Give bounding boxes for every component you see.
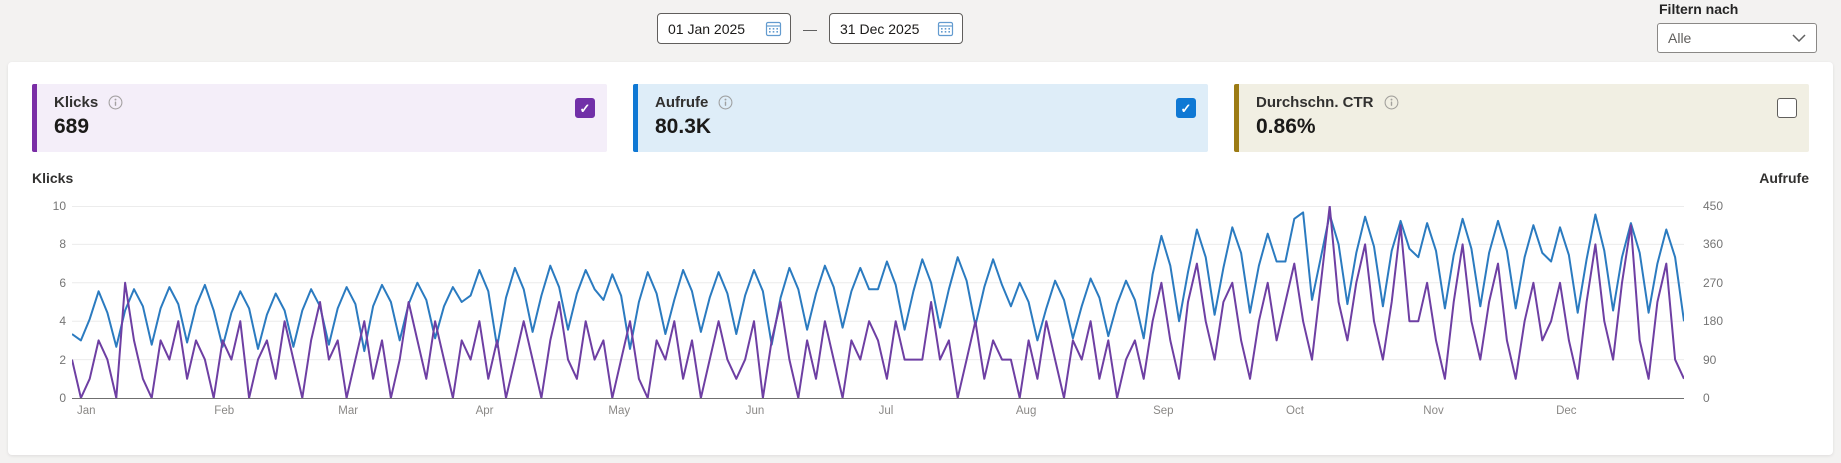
axis-tick-label: 10 (52, 199, 66, 213)
month-label-dec: Dec (1556, 405, 1577, 417)
date-to-input[interactable]: 31 Dec 2025 (829, 13, 963, 44)
left-axis-title: Klicks (32, 170, 74, 186)
left-axis-ticks: 10 8 6 4 2 0 (32, 199, 66, 405)
card-label: Aufrufe (655, 93, 709, 111)
filter-label: Filtern nach (1659, 1, 1739, 17)
axis-tick-label: 270 (1703, 275, 1724, 290)
month-label-mar: Mar (338, 405, 359, 417)
card-label: Klicks (54, 93, 99, 111)
axis-tick-label: 0 (59, 391, 66, 405)
top-bar: 01 Jan 2025 — 31 Dec 2025 (0, 0, 1841, 62)
card-accent-bar (1234, 84, 1239, 152)
date-range-separator: — (803, 20, 817, 37)
month-label-aug: Aug (1015, 405, 1037, 417)
month-label-nov: Nov (1423, 405, 1444, 417)
month-label-may: May (608, 405, 631, 417)
checkmark-icon: ✓ (1180, 100, 1192, 116)
card-label: Durchschn. CTR (1256, 93, 1374, 111)
card-value: 80.3K (655, 115, 712, 138)
month-label-jan: Jan (77, 405, 96, 417)
metric-card-klicks[interactable]: Klicks 689 ✓ (32, 84, 607, 152)
calendar-icon[interactable] (765, 20, 782, 37)
info-icon[interactable] (718, 95, 733, 110)
axis-tick-label: 0 (1703, 391, 1710, 405)
card-accent-bar (32, 84, 37, 152)
axis-tick-label: 4 (59, 314, 66, 329)
card-value: 689 (54, 115, 90, 138)
card-value: 0.86% (1256, 115, 1316, 138)
klicks-checkbox[interactable]: ✓ (575, 98, 595, 118)
month-label-jul: Jul (878, 405, 894, 417)
x-axis-month-labels: Jan Feb Mar Apr May Jun Jul Aug Sep Oct Nov Dec (72, 403, 1684, 423)
axis-tick-label: 450 (1703, 199, 1724, 213)
date-from-value: 01 Jan 2025 (668, 20, 746, 37)
filter-selected-value: Alle (1668, 30, 1692, 46)
month-label-oct: Oct (1286, 405, 1304, 417)
aufrufe-checkbox[interactable]: ✓ (1176, 98, 1196, 118)
month-label-apr: Apr (475, 405, 494, 417)
info-icon[interactable] (108, 95, 123, 110)
metric-cards: Klicks 689 ✓ Aufrufe 80.3K ✓ Durchschn (32, 84, 1809, 152)
series-line-klicks (72, 206, 1684, 398)
filter-group: Filtern nach Alle (1657, 0, 1817, 53)
chevron-down-icon (1792, 29, 1806, 47)
right-axis-ticks: 450 360 270 180 90 0 (1689, 199, 1809, 405)
checkmark-icon: ✓ (579, 100, 591, 116)
month-label-jun: Jun (745, 405, 765, 417)
series-line-aufrufe (72, 211, 1684, 353)
chart-region: 10 8 6 4 2 0 450 360 270 180 90 0 (32, 199, 1809, 405)
info-icon[interactable] (1384, 95, 1399, 110)
filter-select[interactable]: Alle (1657, 23, 1817, 53)
axis-tick-label: 90 (1703, 352, 1717, 367)
date-to-value: 31 Dec 2025 (840, 20, 920, 37)
axis-tick-label: 6 (59, 275, 66, 290)
axis-tick-label: 180 (1703, 314, 1724, 329)
ctr-checkbox[interactable] (1777, 98, 1797, 118)
axis-tick-label: 360 (1703, 237, 1724, 252)
month-label-sep: Sep (1153, 405, 1174, 417)
month-label-feb: Feb (214, 405, 235, 417)
metric-card-aufrufe[interactable]: Aufrufe 80.3K ✓ (633, 84, 1208, 152)
calendar-icon[interactable] (937, 20, 954, 37)
date-from-input[interactable]: 01 Jan 2025 (657, 13, 791, 44)
metric-card-ctr[interactable]: Durchschn. CTR 0.86% (1234, 84, 1809, 152)
date-range-picker: 01 Jan 2025 — 31 Dec 2025 (657, 13, 963, 44)
right-axis-title: Aufrufe (1759, 170, 1809, 186)
axis-tick-label: 8 (59, 237, 66, 252)
chart-plot (72, 206, 1684, 399)
axis-tick-label: 2 (59, 352, 66, 367)
performance-panel: Klicks 689 ✓ Aufrufe 80.3K ✓ Durchschn (8, 62, 1833, 455)
card-accent-bar (633, 84, 638, 152)
